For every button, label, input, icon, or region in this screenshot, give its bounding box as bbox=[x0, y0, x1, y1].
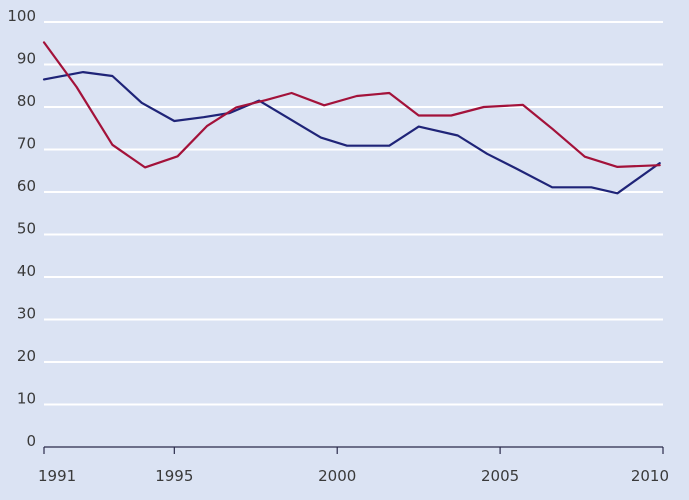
x-axis: 1991 1995 2000 2005 2010 bbox=[38, 446, 669, 485]
y-tick-label: 80 bbox=[17, 92, 36, 110]
y-tick-label: 20 bbox=[17, 347, 36, 365]
y-tick-label: 60 bbox=[17, 177, 36, 195]
series-line-1 bbox=[42, 70, 661, 195]
y-tick-label: 30 bbox=[17, 305, 36, 323]
y-tick-label: 0 bbox=[26, 432, 36, 450]
y-tick-label: 10 bbox=[17, 390, 36, 408]
y-tick-label: 40 bbox=[17, 262, 36, 280]
y-tick-label: 100 bbox=[7, 7, 36, 25]
x-tick-label: 2005 bbox=[481, 467, 519, 485]
series-line-2 bbox=[42, 41, 661, 169]
y-tick-label: 90 bbox=[17, 50, 36, 68]
x-tick-label: 1991 bbox=[38, 467, 76, 485]
data-series bbox=[42, 41, 661, 195]
y-axis-tick-labels: 0 10 20 30 40 50 60 70 80 90 100 bbox=[7, 7, 36, 450]
x-tick-label: 1995 bbox=[155, 467, 193, 485]
y-tick-label: 50 bbox=[17, 220, 36, 238]
x-tick-label: 2010 bbox=[631, 467, 669, 485]
y-tick-label: 70 bbox=[17, 135, 36, 153]
x-tick-label: 2000 bbox=[318, 467, 356, 485]
